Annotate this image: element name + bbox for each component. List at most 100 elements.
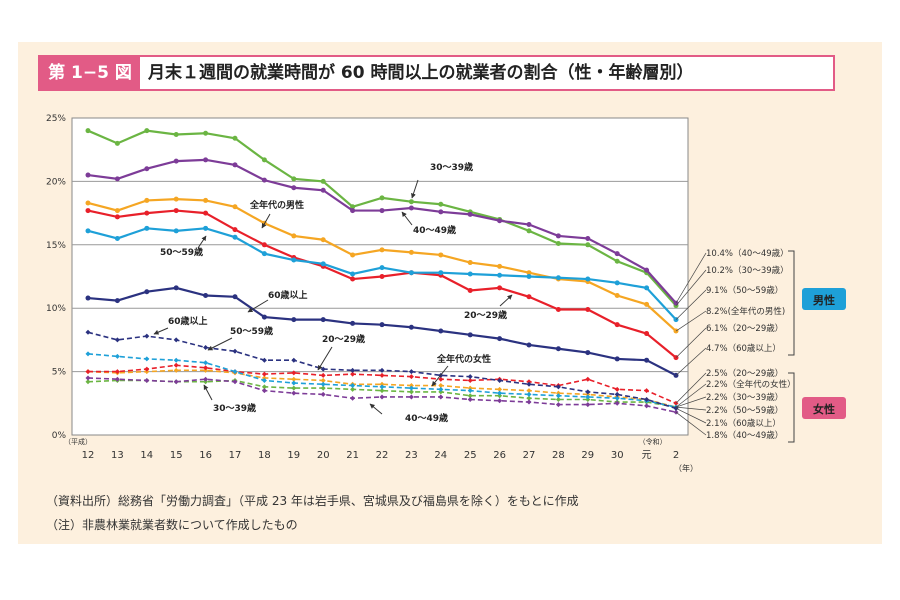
annotation-arrow	[207, 337, 233, 351]
leader-line	[675, 406, 707, 411]
x-tick-label: 18	[258, 450, 271, 461]
x-tick-label: 13	[111, 450, 124, 461]
data-point	[144, 210, 150, 216]
data-point	[467, 393, 473, 399]
data-point	[85, 172, 91, 178]
annotation-label: 50〜59歳	[160, 246, 203, 258]
data-point	[320, 372, 326, 378]
data-point	[408, 374, 414, 380]
data-point	[350, 204, 356, 210]
x-tick-label: 26	[493, 450, 506, 461]
end-value-label: 8.2%(全年代の男性)	[706, 306, 785, 317]
data-point	[585, 394, 591, 400]
data-point	[350, 276, 356, 282]
data-point	[203, 225, 209, 231]
data-point	[555, 275, 561, 281]
leader-line	[675, 252, 707, 304]
data-point	[526, 379, 532, 385]
x-tick-label: 19	[287, 450, 300, 461]
end-value-label: 2.2%（50〜59歳）	[706, 405, 783, 416]
data-point	[203, 365, 209, 371]
data-point	[467, 396, 473, 402]
data-point	[350, 271, 356, 277]
data-point	[585, 396, 591, 402]
data-point	[203, 197, 209, 203]
data-point	[644, 388, 650, 394]
data-point	[526, 391, 532, 397]
data-point	[614, 251, 620, 257]
data-point	[320, 178, 326, 184]
data-point	[408, 369, 414, 375]
source-note: （資料出所）総務省「労働力調査」（平成 23 年は岩手県、宮城県及び福島県を除く…	[46, 494, 579, 508]
leader-line	[675, 269, 707, 306]
data-point	[114, 353, 120, 359]
data-point	[261, 375, 267, 381]
male-brace	[788, 250, 795, 356]
data-point	[408, 199, 414, 205]
data-point	[408, 383, 414, 389]
figure-title-bar: 第 1−5 図 月末１週間の就業時間が 60 時間以上の就業者の割合（性・年齢層…	[38, 55, 835, 91]
data-point	[261, 242, 267, 248]
annotation-arrow	[261, 213, 271, 229]
data-point	[144, 377, 150, 383]
data-point	[614, 400, 620, 406]
data-point	[203, 157, 209, 163]
y-tick-label: 0%	[52, 431, 67, 441]
x-tick-label: 27	[523, 450, 536, 461]
data-point	[438, 252, 444, 258]
data-point	[497, 386, 503, 392]
annotation-label: 50〜59歳	[230, 325, 273, 337]
data-point	[379, 367, 385, 373]
annotation-label: 20〜29歳	[464, 309, 507, 321]
data-point	[232, 135, 238, 141]
data-point	[555, 306, 561, 312]
data-point	[320, 317, 326, 323]
annotation-label: 30〜39歳	[213, 402, 256, 414]
data-point	[85, 329, 91, 335]
data-point	[438, 209, 444, 215]
data-point	[144, 289, 150, 295]
x-tick-label: 2	[673, 450, 679, 461]
data-point	[408, 270, 414, 276]
data-point	[232, 294, 238, 300]
data-point	[291, 257, 297, 263]
data-point	[467, 374, 473, 380]
data-point	[614, 391, 620, 397]
data-point	[261, 314, 267, 320]
end-value-label: 10.4%（40〜49歳）	[706, 248, 789, 259]
data-point	[497, 398, 503, 404]
x-tick-label: 23	[405, 450, 418, 461]
x-axis-unit: （年）	[674, 463, 698, 473]
data-point	[232, 162, 238, 168]
y-tick-label: 25%	[46, 114, 66, 124]
data-point	[173, 228, 179, 234]
data-point	[144, 197, 150, 203]
data-point	[114, 376, 120, 382]
era-label-reiwa: （令和）	[639, 437, 667, 446]
end-value-label: 4.7%（60歳以上）	[706, 343, 781, 354]
data-point	[203, 379, 209, 385]
data-point	[408, 385, 414, 391]
data-point	[408, 249, 414, 255]
data-point	[173, 337, 179, 343]
data-point	[438, 328, 444, 334]
data-point	[497, 285, 503, 291]
data-point	[291, 233, 297, 239]
data-point	[614, 395, 620, 401]
data-point	[261, 371, 267, 377]
data-point	[614, 258, 620, 264]
x-tick-label: 21	[346, 450, 359, 461]
male-badge-label: 男性	[813, 293, 835, 307]
data-point	[555, 393, 561, 399]
x-tick-label: 元	[642, 450, 652, 461]
data-point	[291, 376, 297, 382]
data-point	[144, 366, 150, 372]
data-point	[350, 386, 356, 392]
data-point	[320, 377, 326, 383]
data-point	[585, 389, 591, 395]
data-point	[526, 228, 532, 234]
annotation-arrow	[499, 294, 513, 307]
data-point	[85, 200, 91, 206]
data-point	[555, 390, 561, 396]
data-point	[350, 395, 356, 401]
